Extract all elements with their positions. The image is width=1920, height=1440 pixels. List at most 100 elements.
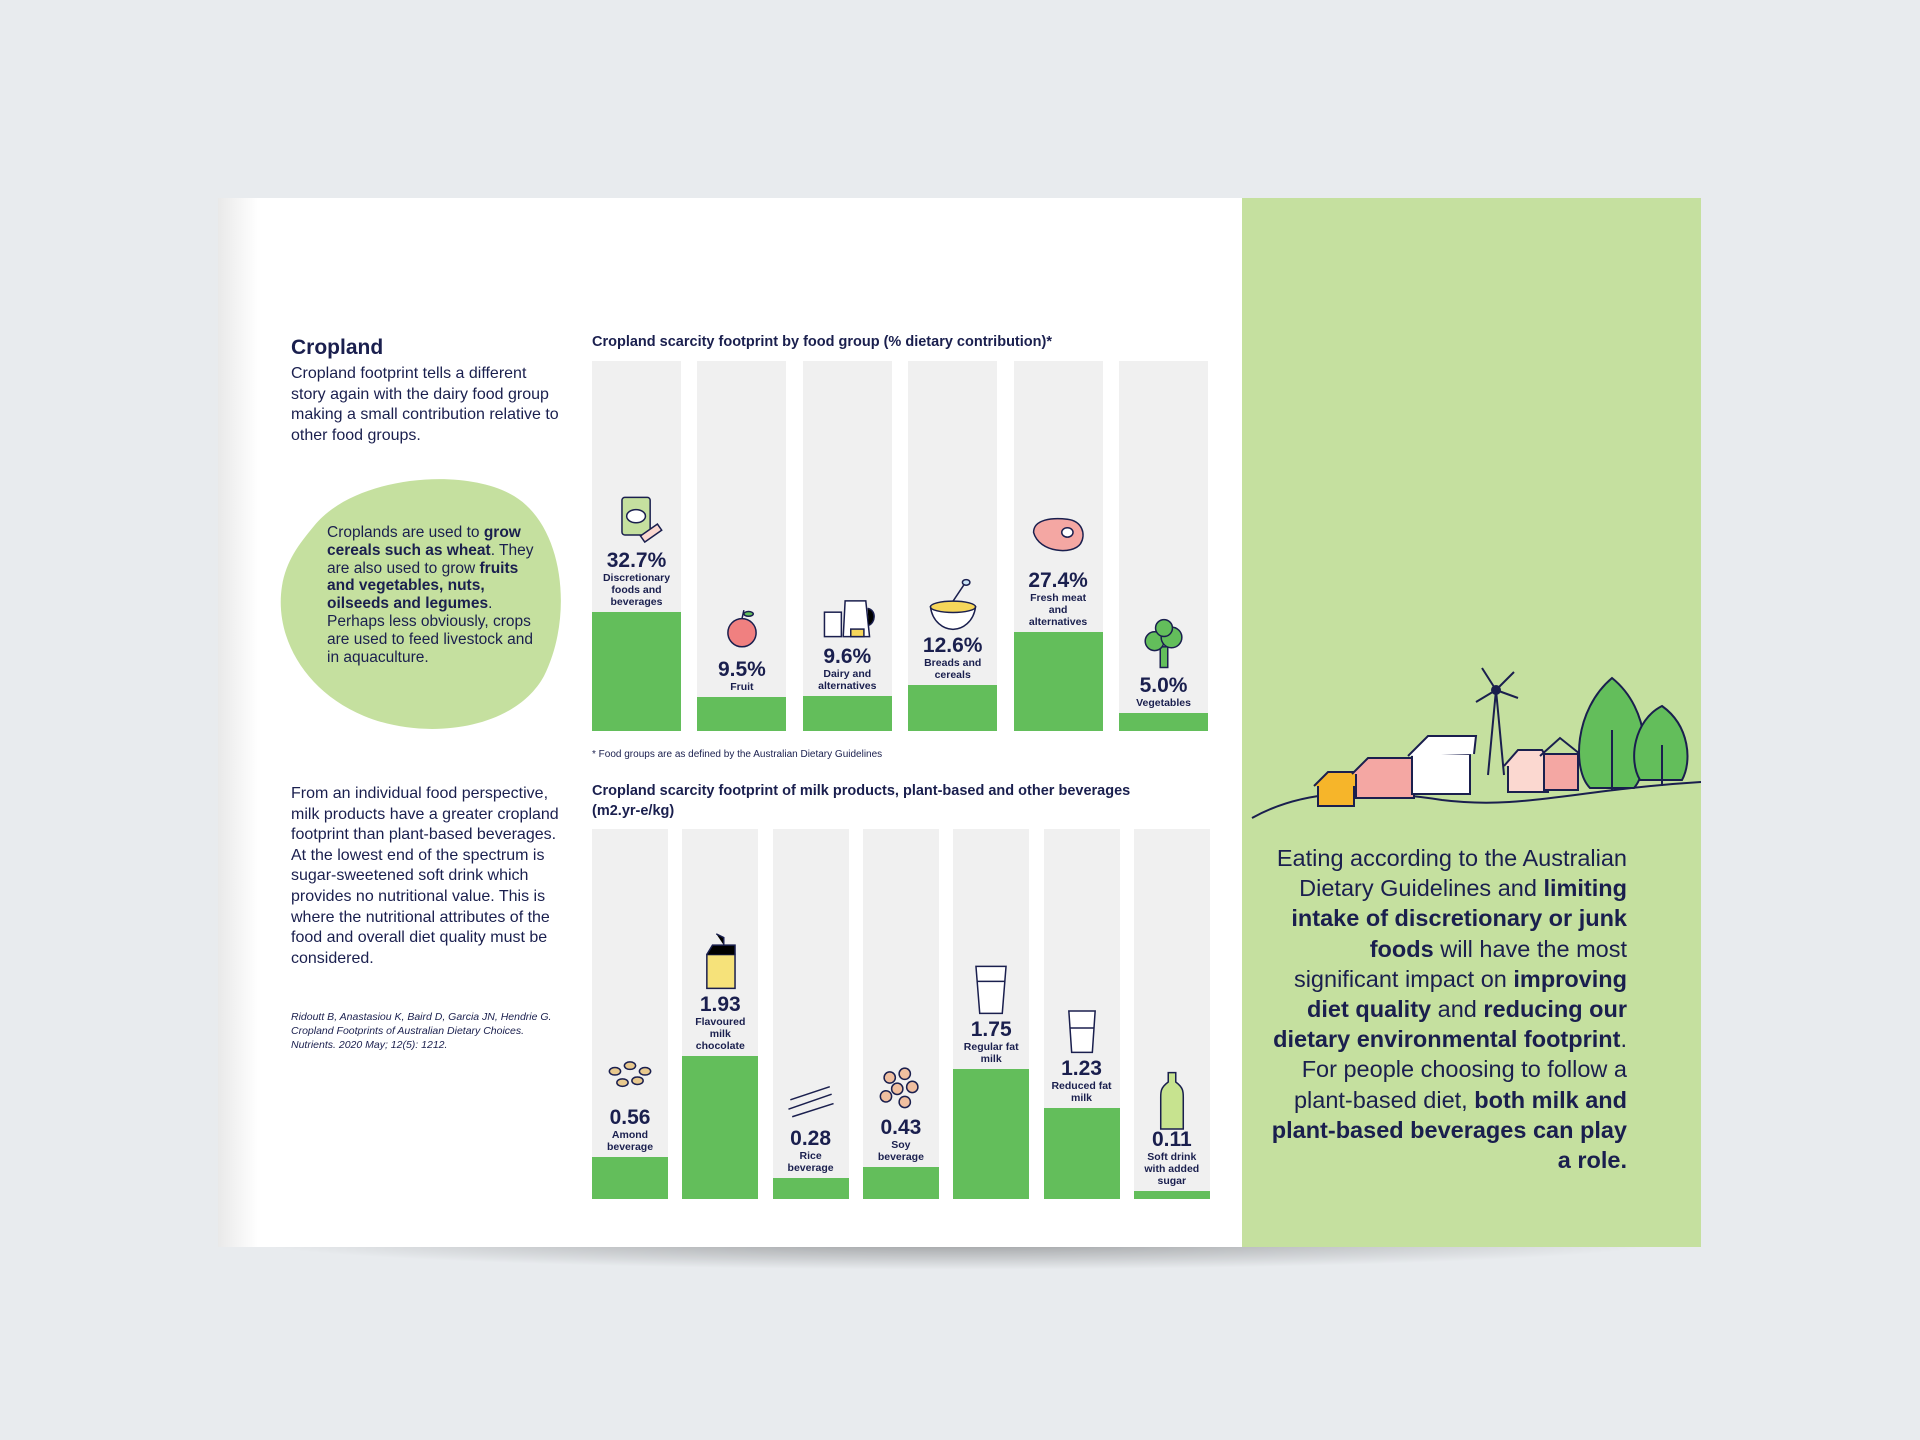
category-label: Vegetables: [1136, 696, 1191, 709]
bar-column: 12.6% Breads and cereals: [908, 361, 998, 731]
icon-part: [952, 584, 965, 602]
heading: Cropland: [291, 336, 384, 359]
value-label: 0.56: [609, 1106, 651, 1130]
bar-label: 12.6% Breads and cereals: [904, 573, 1001, 681]
category-label: Amond beverage: [606, 1129, 654, 1154]
category-label: Flavoured milk chocolate: [695, 1015, 746, 1052]
text: . They are also used to grow: [327, 541, 534, 577]
icon-part: [898, 1095, 912, 1109]
icon: [1032, 517, 1084, 551]
bar-label: 0.28 Rice beverage: [769, 1066, 853, 1174]
bar-column: 0.43 Soy beverage: [862, 829, 939, 1199]
icon-part: [890, 1082, 904, 1096]
icon-part: [743, 610, 754, 617]
icon-part: [883, 1071, 897, 1085]
icon-part: [791, 1103, 834, 1118]
bar: [953, 1069, 1030, 1199]
icon-part: [789, 1086, 830, 1101]
category-label: Soy beverage: [877, 1139, 924, 1164]
text: Eating according to the Australian Dieta…: [1276, 845, 1627, 902]
bar-label: 1.93 Flavoured milk chocolate: [678, 932, 762, 1052]
icon-part: [961, 579, 971, 587]
intro-text: Cropland footprint tells a different sto…: [291, 365, 559, 444]
category-label: Breads and cereals: [924, 657, 982, 682]
bar: [682, 1055, 759, 1199]
value-label: 9.6%: [823, 645, 872, 669]
bar-label: 1.75 Regular fat milk: [949, 957, 1033, 1065]
bar-column: 27.4% Fresh meat and alternatives: [1013, 361, 1103, 731]
text: will have the most significant impact on: [1293, 935, 1627, 992]
trees: [1578, 676, 1689, 790]
chart-unit: (m2.yr-e/kg): [592, 803, 675, 819]
bar: [592, 1157, 668, 1199]
callout-text: Croplands are used to grow cereals such …: [327, 524, 539, 666]
icon-part: [716, 933, 725, 945]
bar-column: 1.23 Reduced fat milk: [1043, 829, 1120, 1199]
bar-column: 9.5% Fruit: [697, 361, 787, 731]
icon-part: [616, 1078, 629, 1088]
callout-blob: [280, 479, 561, 729]
icon-part: [638, 523, 663, 544]
icon: [823, 600, 876, 638]
icon: [1143, 618, 1183, 669]
bar-column: 0.11 Soft drink with added sugar: [1133, 829, 1210, 1199]
category-label: Discretionary foods and beverages: [602, 572, 671, 609]
icon-part: [905, 1080, 919, 1094]
icon-part: [850, 628, 865, 638]
bar: [802, 696, 892, 731]
icon-part: [842, 600, 871, 638]
value-label: 0.28: [790, 1127, 832, 1151]
icon-part: [625, 509, 646, 524]
bar: [908, 685, 998, 731]
bar-label: 5.0% Vegetables: [1115, 613, 1212, 709]
icon: [1067, 1010, 1096, 1053]
category-label: Dairy and alternatives: [818, 668, 877, 693]
body-text: From an individual food perspective, mil…: [291, 785, 559, 967]
icon-part: [1061, 526, 1074, 538]
text-bold: both milk and plant-based beverages can …: [1271, 1086, 1627, 1174]
bar-label: 0.11 Soft drink with added sugar: [1130, 1067, 1214, 1187]
bar: [1043, 1107, 1120, 1199]
icon: [706, 933, 737, 989]
icon: [787, 1086, 834, 1118]
bar-column: 9.6% Dairy and alternatives: [802, 361, 892, 731]
icon-part: [1154, 618, 1173, 638]
icon-part: [706, 953, 737, 989]
value-label: 9.5%: [717, 657, 766, 681]
bar: [1133, 1190, 1210, 1199]
bar-column: 32.7% Discretionary foods and beverages: [592, 361, 681, 731]
bar-label: 27.4% Fresh meat and alternatives: [1010, 508, 1107, 628]
bar-label: 0.56 Amond beverage: [588, 1045, 672, 1153]
bar: [592, 612, 681, 731]
value-label: 5.0%: [1139, 673, 1188, 697]
icon-part: [727, 617, 757, 648]
icon-part: [929, 600, 976, 614]
category-label: Fresh meat and alternatives: [1028, 591, 1088, 628]
icon-part: [741, 609, 745, 619]
value-label: 1.93: [699, 992, 741, 1016]
value-label: 12.6%: [922, 634, 983, 658]
category-label: Fruit: [730, 680, 754, 693]
icon-part: [631, 1076, 644, 1086]
citation: Ridoutt B, Anastasiou K, Baird D, Garcia…: [291, 1011, 552, 1051]
bar-column: 5.0% Vegetables: [1119, 361, 1208, 731]
bar-label: 1.23 Reduced fat milk: [1040, 996, 1124, 1104]
category-label: Regular fat milk: [963, 1041, 1019, 1066]
bar: [1119, 712, 1208, 731]
icon-part: [1032, 517, 1084, 551]
bar-label: 0.43 Soy beverage: [859, 1055, 943, 1163]
value-label: 1.75: [970, 1018, 1012, 1042]
bar-label: 9.5% Fruit: [693, 597, 790, 693]
icon-part: [608, 1067, 622, 1077]
bar: [1013, 631, 1103, 731]
bar: [772, 1178, 849, 1199]
bar-label: 32.7% Discretionary foods and beverages: [588, 488, 685, 608]
text-bold: improving diet quality: [1307, 965, 1627, 1023]
bar-label: 9.6% Dairy and alternatives: [799, 584, 896, 692]
chart-title: Cropland scarcity footprint by food grou…: [592, 334, 1052, 350]
value-label: 1.23: [1061, 1056, 1102, 1080]
icon: [620, 496, 663, 544]
bar: [697, 696, 787, 731]
category-label: Rice beverage: [787, 1150, 834, 1175]
